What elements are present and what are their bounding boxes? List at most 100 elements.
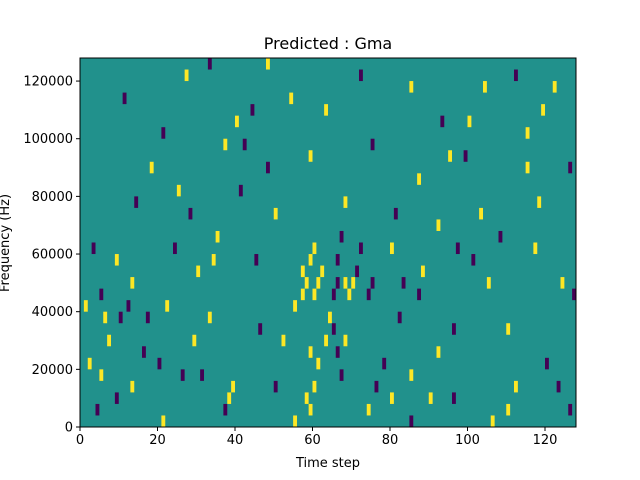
- heatmap-cell: [149, 161, 154, 174]
- heatmap-cell: [126, 300, 131, 312]
- heatmap-cell: [409, 369, 414, 381]
- heatmap-cell: [498, 230, 503, 243]
- heatmap-cell: [335, 254, 340, 266]
- heatmap-cell: [134, 196, 139, 208]
- heatmap-cell: [436, 346, 441, 358]
- heatmap-cell: [103, 311, 108, 324]
- heatmap-cell: [324, 334, 329, 347]
- heatmap-cell: [541, 104, 546, 116]
- heatmap-cell: [382, 357, 387, 370]
- heatmap-cell: [452, 323, 456, 335]
- x-tick-label: 0: [76, 433, 84, 448]
- heatmap-cell: [316, 277, 321, 289]
- heatmap-cell: [490, 415, 495, 427]
- y-axis-ticks: 0 20000 40000 60000 80000 100000 120000: [23, 75, 80, 436]
- heatmap-cell: [83, 300, 88, 312]
- x-tick-label: 40: [227, 433, 244, 448]
- heatmap-cell: [242, 138, 247, 151]
- heatmap-cell: [370, 277, 375, 289]
- heatmap-cell: [440, 115, 445, 128]
- heatmap-cell: [188, 207, 193, 220]
- heatmap-cell: [91, 242, 96, 255]
- heatmap-cell: [312, 380, 317, 393]
- heatmap-cell: [436, 219, 441, 231]
- y-tick-label: 120000: [23, 75, 73, 90]
- heatmap-cell: [173, 242, 177, 255]
- heatmap-cell: [370, 138, 375, 151]
- heatmap-cell: [359, 69, 363, 82]
- heatmap-cell: [417, 173, 422, 185]
- heatmap-cell: [552, 81, 557, 93]
- heatmap-cell: [483, 81, 487, 93]
- heatmap-cell: [196, 265, 201, 278]
- heatmap-cell: [312, 242, 317, 255]
- heatmap-cell: [339, 230, 344, 243]
- heatmap-cell: [467, 115, 472, 128]
- heatmap-cell: [417, 288, 422, 301]
- heatmap-cell: [366, 288, 371, 301]
- heatmap-cell: [130, 380, 135, 393]
- heatmap-cell: [145, 311, 150, 324]
- heatmap-cell: [401, 277, 406, 289]
- heatmap-cell: [211, 254, 216, 266]
- heatmap-cell: [273, 207, 278, 220]
- heatmap-cell: [176, 184, 181, 197]
- heatmap-cell: [525, 161, 530, 174]
- heatmap-cell: [355, 265, 360, 278]
- heatmap-cell: [545, 357, 549, 370]
- heatmap-cell: [428, 392, 433, 404]
- x-tick-label: 20: [149, 433, 166, 448]
- heatmap-cell: [142, 346, 146, 358]
- heatmap-cell: [95, 403, 100, 416]
- heatmap-cell: [366, 403, 371, 416]
- heatmap-area: [80, 58, 577, 427]
- heatmap-cell: [165, 300, 170, 312]
- heatmap-cell: [339, 369, 344, 381]
- heatmap-cell: [266, 161, 270, 174]
- heatmap-cell: [397, 311, 402, 324]
- heatmap-cell: [331, 323, 336, 335]
- heatmap-cell: [316, 357, 321, 370]
- heatmap-cell: [200, 369, 205, 381]
- heatmap-cell: [293, 300, 298, 312]
- heatmap-cell: [452, 392, 456, 404]
- heatmap-cell: [223, 403, 228, 416]
- heatmap-cell: [308, 150, 313, 162]
- heatmap-cell: [514, 69, 518, 82]
- heatmap-cell: [320, 265, 325, 278]
- heatmap-cell: [161, 127, 166, 139]
- heatmap-cell: [351, 277, 356, 289]
- heatmap-cell: [157, 357, 162, 370]
- heatmap-cell: [308, 346, 313, 358]
- heatmap-cell: [300, 288, 305, 301]
- heatmap-cell: [215, 230, 220, 243]
- heatmap-cell: [560, 277, 565, 289]
- y-tick-label: 40000: [32, 305, 73, 320]
- heatmap-cell: [266, 58, 270, 70]
- heatmap-cell: [99, 369, 104, 381]
- heatmap-cell: [207, 311, 212, 324]
- x-tick-label: 60: [304, 433, 321, 448]
- heatmap-cell: [374, 380, 379, 393]
- heatmap-cell: [572, 288, 577, 301]
- heatmap-cell: [359, 242, 363, 255]
- heatmap-cell: [409, 81, 414, 93]
- heatmap-cell: [87, 357, 92, 370]
- heatmap-cell: [227, 392, 232, 404]
- heatmap-cell: [273, 380, 278, 393]
- heatmap-cell: [568, 403, 573, 416]
- heatmap-cell: [308, 254, 313, 266]
- heatmap-cell: [192, 334, 197, 347]
- x-axis-ticks: 0 20 40 60 80 100 120: [76, 427, 558, 448]
- heatmap-cell: [118, 311, 123, 324]
- y-tick-label: 60000: [32, 248, 73, 263]
- heatmap-cell: [231, 380, 236, 393]
- heatmap-cell: [343, 277, 348, 289]
- x-tick-label: 120: [533, 433, 558, 448]
- axes-frame: [79, 57, 577, 428]
- y-tick-label: 20000: [32, 363, 73, 378]
- heatmap-cell: [421, 265, 425, 278]
- heatmap-cell: [506, 403, 511, 416]
- y-tick-label: 100000: [23, 132, 73, 147]
- heatmap-cell: [409, 415, 414, 427]
